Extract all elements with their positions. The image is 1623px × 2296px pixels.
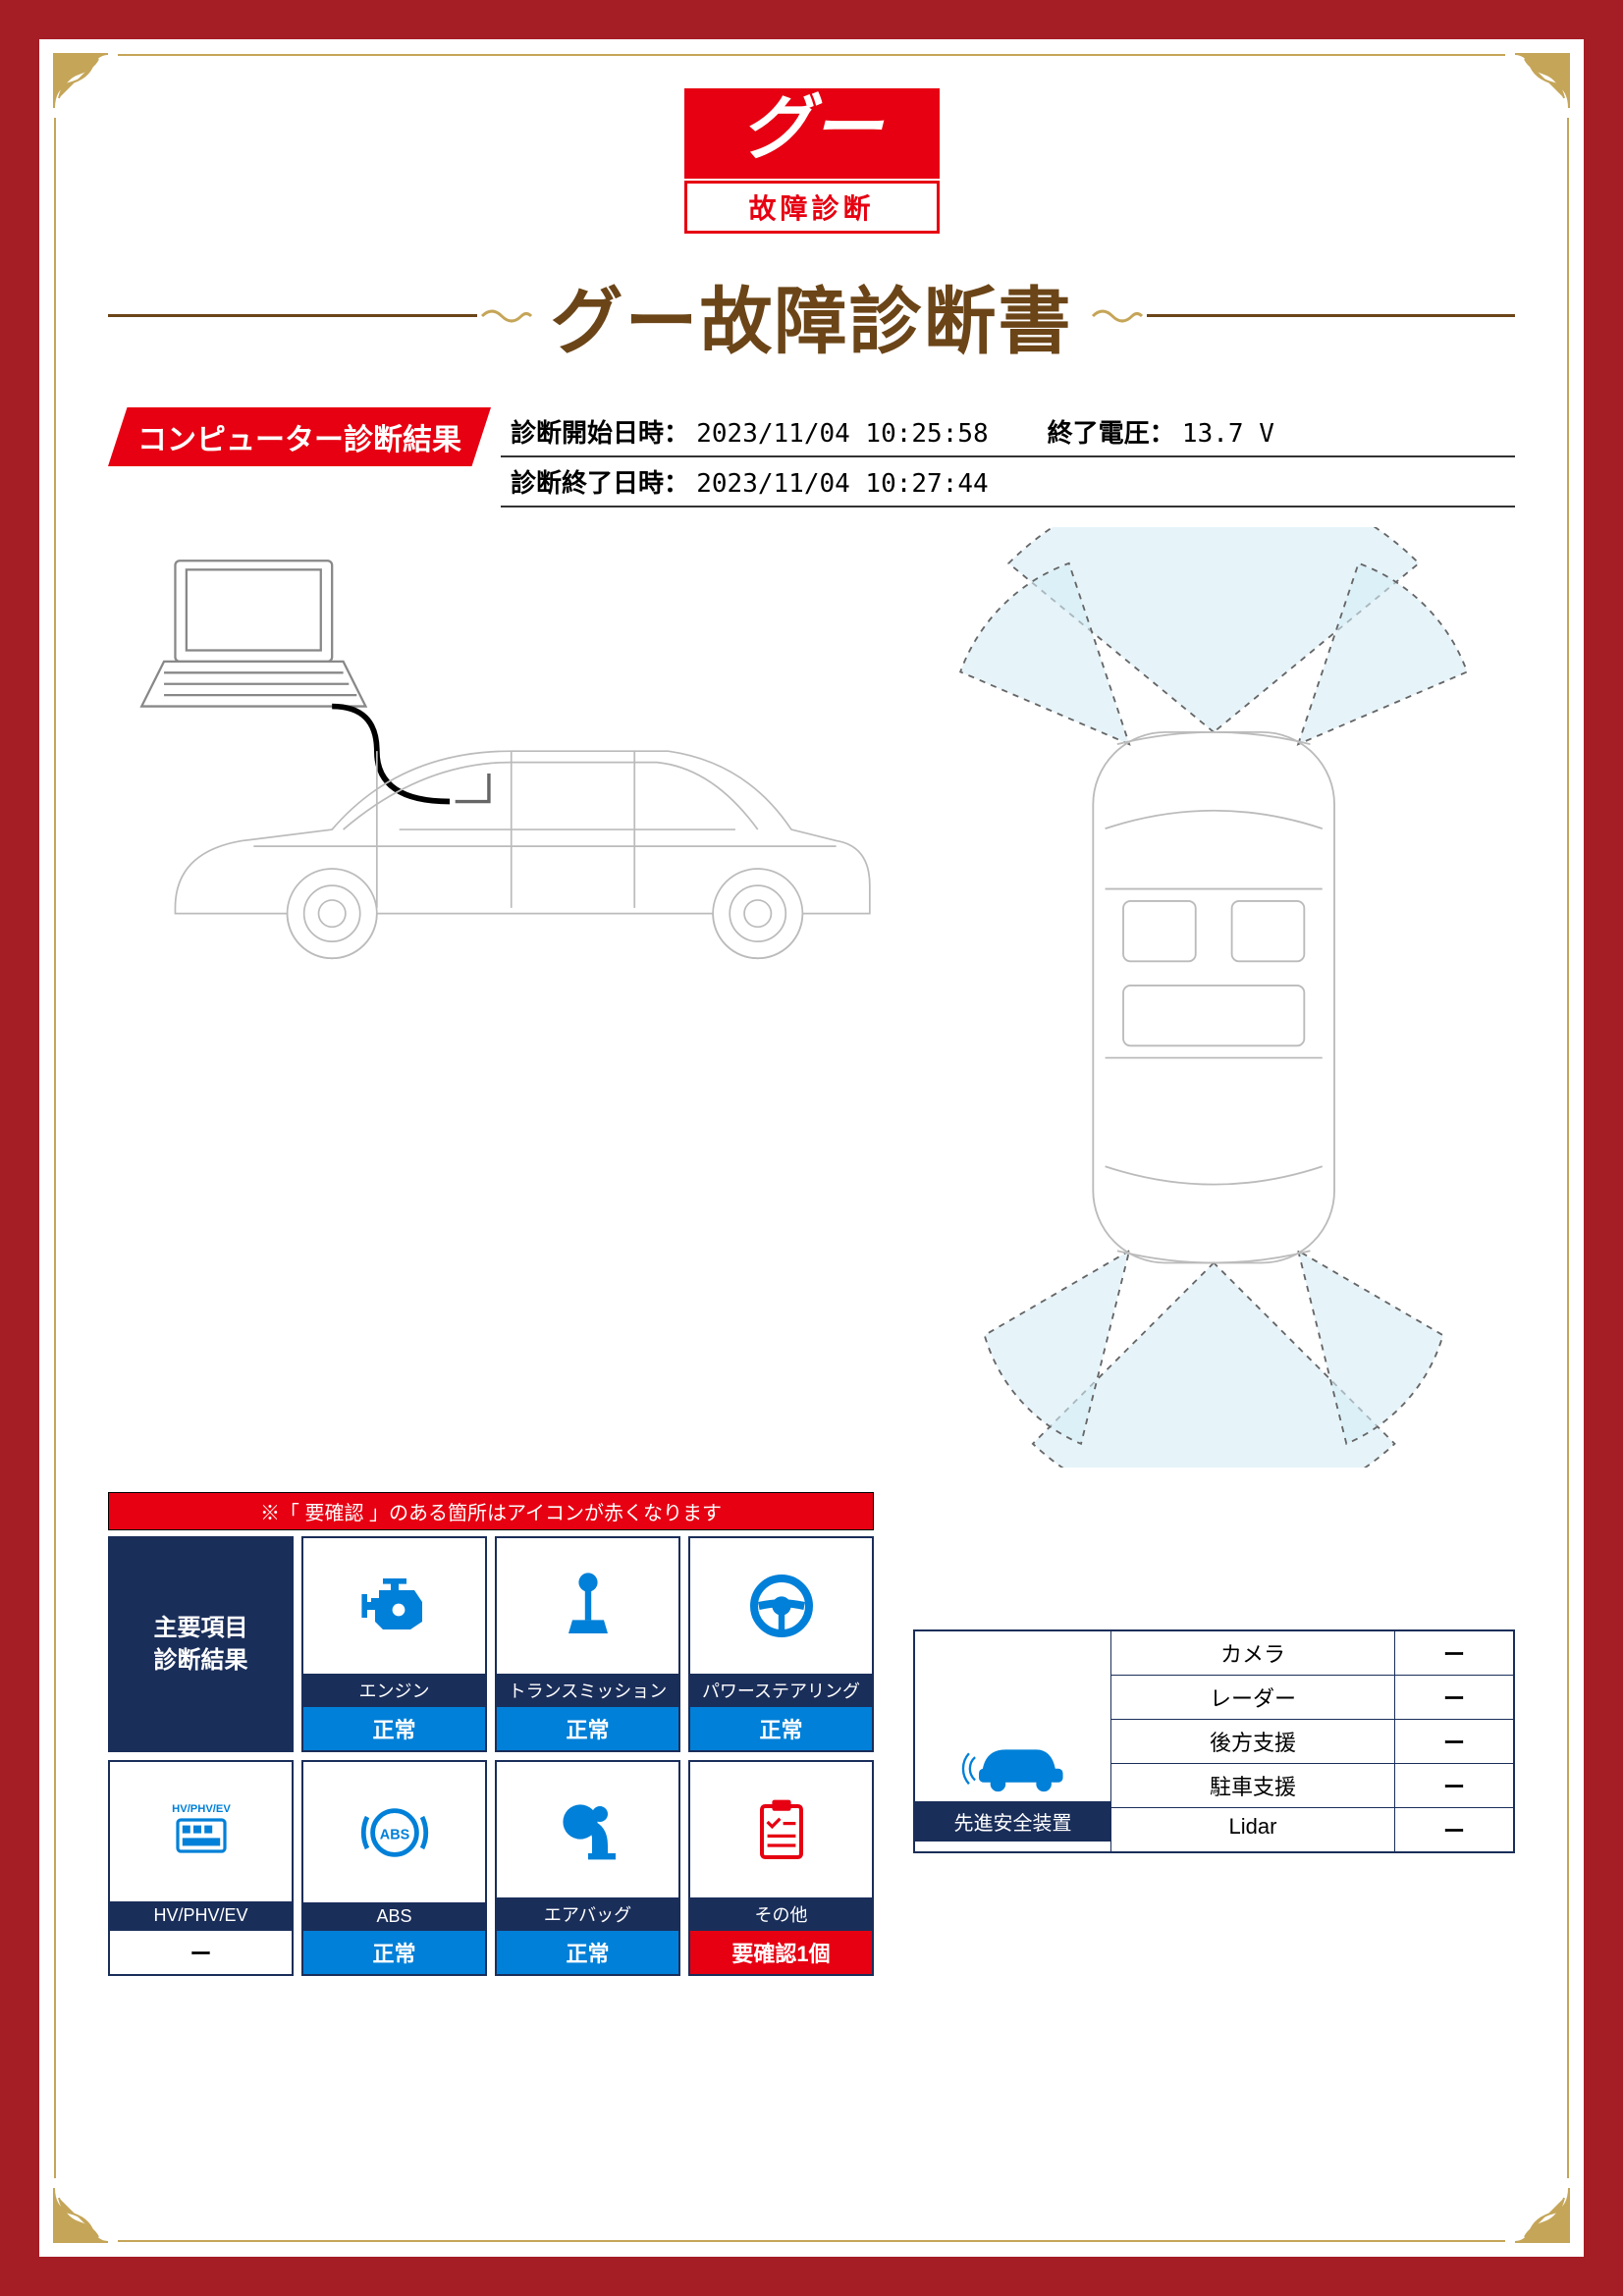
start-time-value: 2023/11/04 10:25:58 [696, 419, 988, 449]
safety-car-icon [954, 1727, 1072, 1795]
main-results-header-card: 主要項目 診断結果 [108, 1536, 294, 1752]
safety-equipment-table: 先進安全装置 カメラーレーダーー後方支援ー駐車支援ーLidarー [913, 1629, 1515, 1853]
card-name: ABS [303, 1902, 485, 1931]
hvev-icon: HV/PHV/EV [110, 1762, 292, 1901]
card-name: その他 [690, 1897, 872, 1931]
corner-ornament [1505, 39, 1584, 118]
safety-row: Lidarー [1111, 1808, 1513, 1851]
card-status: 要確認1個 [690, 1931, 872, 1974]
section-tab: コンピューター診断結果 [108, 407, 491, 466]
card-status: 正常 [497, 1931, 678, 1974]
safety-row-name: Lidar [1111, 1808, 1395, 1851]
result-card-engine: エンジン 正常 [301, 1536, 487, 1752]
clipboard-icon [690, 1762, 872, 1897]
safety-row-name: 後方支援 [1111, 1720, 1395, 1763]
inner-page: グー 故障診断 グー故障診断書 コンピューター診断結果 診断開始日時： 2023… [39, 39, 1584, 2257]
voltage-label: 終了電圧： [1048, 418, 1175, 448]
transmission-icon [497, 1538, 678, 1674]
result-card-hvev: HV/PHV/EV HV/PHV/EV ー [108, 1760, 294, 1976]
card-name: エンジン [303, 1674, 485, 1707]
safety-row-value: ー [1395, 1720, 1513, 1763]
logo-sub-text: 故障診断 [684, 181, 940, 234]
document-frame: グー 故障診断 グー故障診断書 コンピューター診断結果 診断開始日時： 2023… [0, 0, 1623, 2296]
car-diagrams [108, 527, 1515, 1472]
safety-row-value: ー [1395, 1676, 1513, 1719]
diagnostic-meta: 診断開始日時： 2023/11/04 10:25:58 終了電圧： 13.7 V… [501, 407, 1515, 507]
car-side-diagram [108, 527, 893, 975]
result-card-transmission: トランスミッション 正常 [495, 1536, 680, 1752]
engine-icon [303, 1538, 485, 1674]
result-card-steering: パワーステアリング 正常 [688, 1536, 874, 1752]
voltage-value: 13.7 V [1182, 419, 1274, 449]
safety-row-name: レーダー [1111, 1676, 1395, 1719]
card-status: 正常 [690, 1707, 872, 1750]
document-title: グー故障診断書 [551, 263, 1073, 368]
safety-row-name: カメラ [1111, 1631, 1395, 1675]
start-time-label: 診断開始日時： [511, 418, 689, 448]
card-name: トランスミッション [497, 1674, 678, 1707]
main-results-title: 主要項目 診断結果 [110, 1538, 292, 1750]
svg-text:HV/PHV/EV: HV/PHV/EV [172, 1803, 231, 1815]
brand-logo: グー 故障診断 [684, 88, 940, 234]
card-status: 正常 [303, 1707, 485, 1750]
car-top-diagram [912, 527, 1515, 1468]
steering-icon [690, 1538, 872, 1674]
flourish-icon [477, 301, 536, 331]
results-note: ※「 要確認 」のある箇所はアイコンが赤くなります [108, 1492, 874, 1530]
svg-text:ABS: ABS [379, 1827, 409, 1842]
document-title-row: グー故障診断書 [108, 263, 1515, 368]
safety-row: 駐車支援ー [1111, 1764, 1513, 1808]
card-status: 正常 [497, 1707, 678, 1750]
corner-ornament [39, 2178, 118, 2257]
corner-ornament [1505, 2178, 1584, 2257]
safety-row-value: ー [1395, 1764, 1513, 1807]
result-card-airbag: エアバッグ 正常 [495, 1760, 680, 1976]
card-status: 正常 [303, 1931, 485, 1974]
logo-brand-text: グー [684, 88, 940, 179]
end-time-label: 診断終了日時： [511, 468, 689, 498]
safety-row: 後方支援ー [1111, 1720, 1513, 1764]
abs-icon: ABS [303, 1762, 485, 1902]
safety-row: レーダーー [1111, 1676, 1513, 1720]
safety-header: 先進安全装置 [915, 1801, 1110, 1842]
card-name: パワーステアリング [690, 1674, 872, 1707]
result-card-other: その他 要確認1個 [688, 1760, 874, 1976]
safety-row-value: ー [1395, 1808, 1513, 1851]
result-card-abs: ABS ABS 正常 [301, 1760, 487, 1976]
card-name: エアバッグ [497, 1897, 678, 1931]
corner-ornament [39, 39, 118, 118]
end-time-value: 2023/11/04 10:27:44 [696, 469, 988, 499]
results-grid: 主要項目 診断結果 エンジン 正常 トランスミッション [108, 1536, 874, 1976]
card-name: HV/PHV/EV [110, 1901, 292, 1930]
section-header: コンピューター診断結果 診断開始日時： 2023/11/04 10:25:58 … [108, 407, 1515, 507]
safety-row: カメラー [1111, 1631, 1513, 1676]
airbag-icon [497, 1762, 678, 1897]
safety-row-value: ー [1395, 1631, 1513, 1675]
card-status: ー [110, 1930, 292, 1974]
results-section: ※「 要確認 」のある箇所はアイコンが赤くなります 主要項目 診断結果 エンジン… [108, 1492, 1515, 1976]
flourish-icon [1088, 301, 1147, 331]
safety-row-name: 駐車支援 [1111, 1764, 1395, 1807]
